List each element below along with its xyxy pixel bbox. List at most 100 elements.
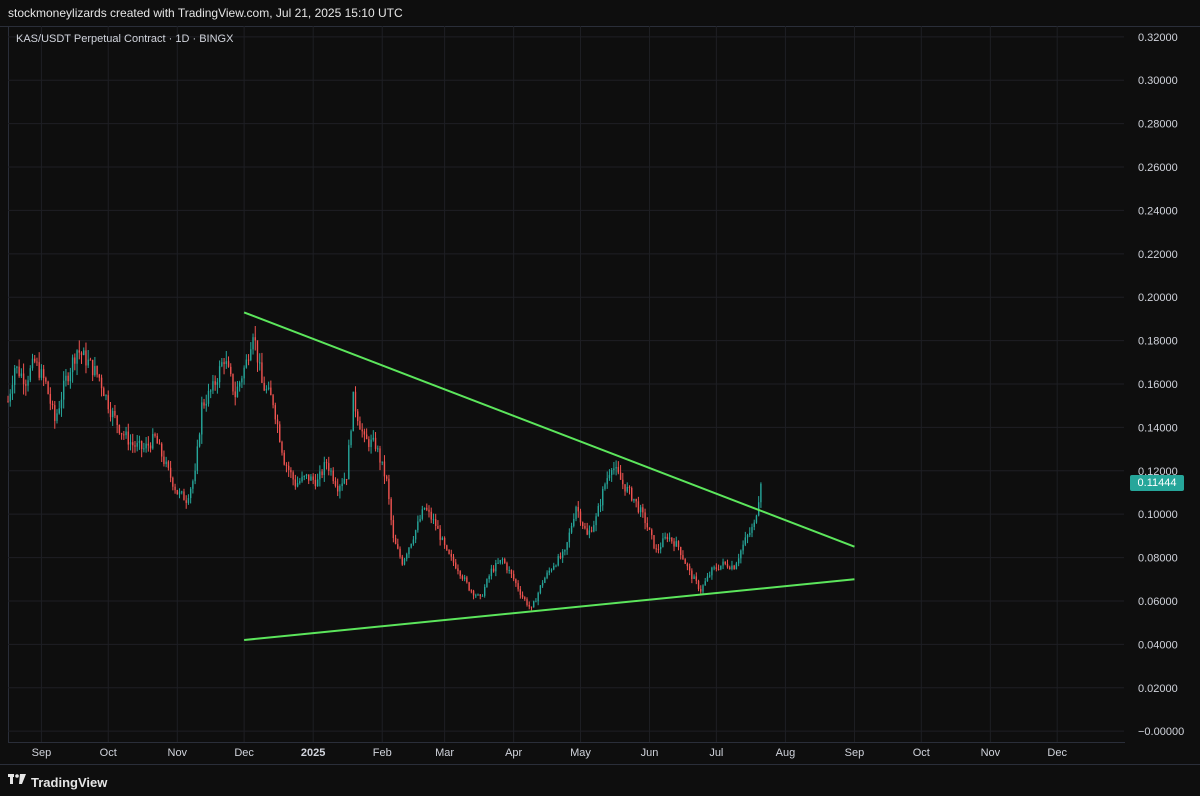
y-tick-label: −0.00000	[1138, 726, 1184, 738]
candle-body	[637, 501, 640, 513]
candle-body	[261, 362, 263, 383]
y-tick-label: 0.16000	[1138, 379, 1178, 391]
candle-body	[633, 498, 635, 501]
candle-body	[477, 594, 479, 596]
candle-body	[541, 582, 544, 586]
candle-body	[276, 419, 279, 425]
candle-body	[394, 538, 397, 545]
candle-body	[354, 391, 357, 412]
candle-body	[546, 572, 548, 579]
candle-body	[241, 378, 243, 383]
candle-body	[227, 361, 230, 367]
candle-body	[726, 563, 729, 568]
candle-body	[410, 543, 412, 548]
candle-body	[577, 507, 579, 512]
candle-body	[662, 538, 664, 547]
candle-body	[495, 563, 497, 572]
candle-body	[724, 561, 726, 564]
candle-body	[169, 467, 172, 478]
candle-body	[274, 405, 277, 420]
candle-body	[22, 373, 25, 385]
candle-body	[673, 541, 675, 547]
credit-text: stockmoneylizards created with TradingVi…	[8, 6, 403, 20]
candle-body	[372, 437, 375, 440]
candle-body	[42, 369, 45, 379]
candle-body	[80, 352, 83, 356]
candle-body	[688, 566, 691, 571]
candle-body	[290, 469, 292, 473]
candle-body	[123, 434, 125, 436]
candle-body	[218, 366, 221, 383]
candle-body	[174, 486, 176, 491]
candle-body	[296, 482, 299, 487]
candle-body	[152, 433, 154, 449]
candle-body	[760, 483, 762, 503]
candle-body	[749, 532, 751, 536]
candle-body	[301, 476, 303, 482]
candle-body	[263, 382, 265, 391]
candle-body	[472, 590, 475, 596]
candle-body	[27, 380, 29, 386]
candle-body	[606, 478, 608, 485]
candle-body	[530, 606, 533, 608]
candle-body	[671, 537, 673, 542]
candle-body	[508, 569, 510, 571]
candle-body	[684, 559, 686, 564]
candle-body	[270, 387, 272, 396]
candle-body	[550, 569, 553, 571]
candle-body	[65, 375, 67, 381]
candle-body	[330, 470, 332, 472]
candle-body	[359, 421, 361, 430]
candle-body	[695, 576, 698, 581]
candle-body	[466, 577, 468, 583]
candle-body	[161, 443, 163, 457]
x-tick-label: Aug	[776, 747, 796, 759]
candle-body	[243, 367, 245, 379]
candle-body	[711, 567, 713, 576]
candle-body	[87, 359, 89, 366]
candle-body	[548, 570, 550, 573]
candle-body	[631, 487, 633, 501]
candle-body	[713, 567, 715, 569]
candle-body	[51, 403, 54, 406]
candle-body	[430, 511, 432, 520]
candle-body	[383, 461, 386, 477]
candle-body	[468, 582, 470, 591]
candle-body	[158, 443, 161, 445]
candle-body	[720, 565, 722, 570]
candle-body	[29, 368, 31, 381]
candle-body	[56, 413, 58, 421]
candle-body	[54, 405, 56, 421]
candle-body	[586, 528, 588, 535]
candle-body	[283, 452, 285, 465]
candle-body	[143, 448, 145, 450]
candle-body	[406, 554, 408, 559]
candle-body	[207, 390, 210, 404]
candle-body	[437, 525, 439, 529]
trendline-upper	[243, 311, 855, 548]
candle-body	[312, 476, 314, 480]
candle-body	[539, 585, 542, 593]
candle-body	[109, 409, 112, 418]
candle-body	[452, 556, 455, 563]
candle-body	[176, 490, 178, 495]
candle-body	[635, 498, 637, 502]
candle-body	[281, 441, 283, 453]
candle-body	[501, 559, 504, 561]
candle-body	[252, 337, 254, 350]
y-tick-label: 0.10000	[1138, 509, 1178, 521]
candle-body	[729, 567, 731, 569]
candle-body	[201, 402, 203, 435]
candle-body	[715, 567, 718, 569]
candlestick-chart[interactable]: 0.32000 0.30000 0.28000 0.26000 0.24000 0.220…	[0, 0, 1200, 764]
candle-body	[608, 475, 611, 479]
candle-body	[154, 433, 156, 436]
tradingview-brand[interactable]: TradingView	[8, 773, 107, 791]
candle-body	[339, 486, 341, 492]
candle-body	[588, 530, 591, 535]
candle-body	[247, 359, 250, 361]
candle-body	[178, 491, 181, 495]
candle-body	[628, 486, 631, 488]
candle-body	[118, 425, 121, 434]
candle-body	[659, 546, 662, 550]
